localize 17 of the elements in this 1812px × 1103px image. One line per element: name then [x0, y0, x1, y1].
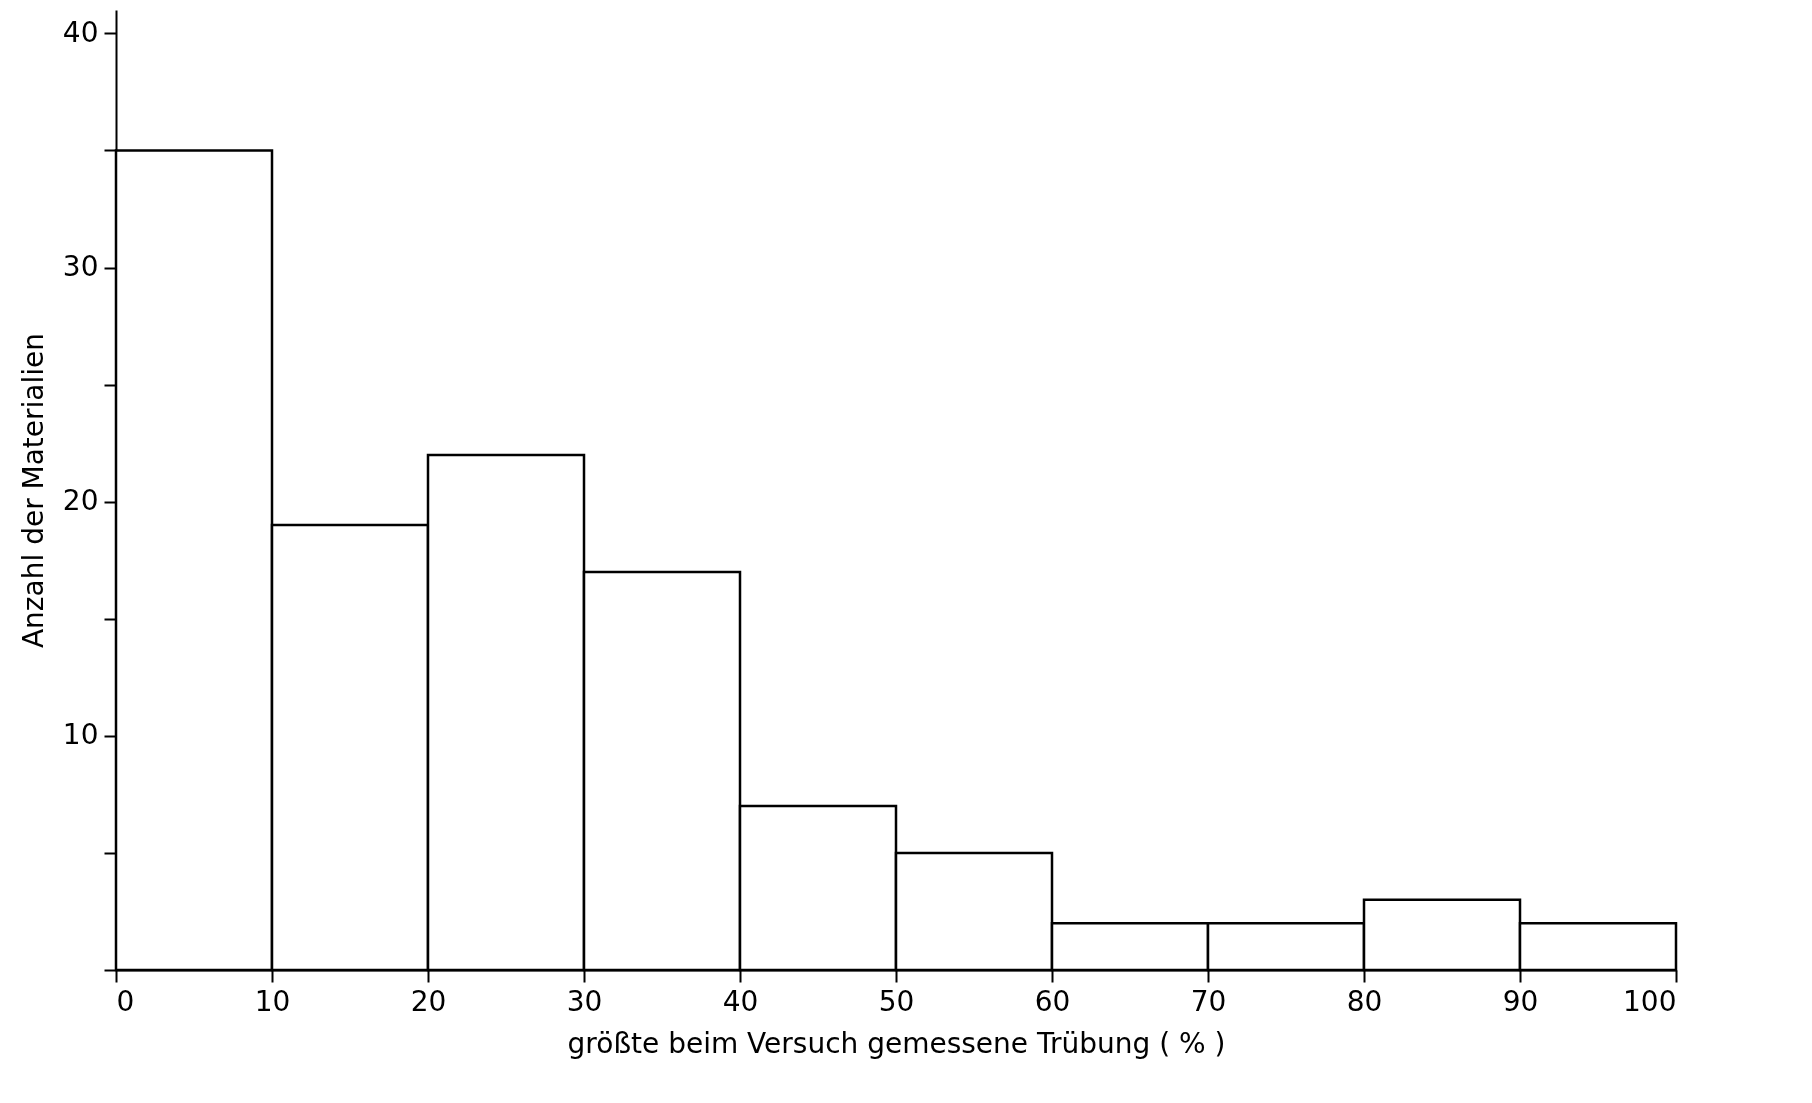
y-tick-label: 40 — [62, 15, 99, 49]
y-axis-title: Anzahl der Materialien — [16, 332, 50, 649]
y-tick-label: 20 — [62, 484, 99, 518]
x-tick-label: 30 — [566, 984, 603, 1018]
x-tick-label: 90 — [1502, 984, 1539, 1018]
x-tick-label: 100 — [1623, 984, 1677, 1018]
x-tick-label: 50 — [878, 984, 915, 1018]
x-tick-label: 20 — [410, 984, 447, 1018]
y-tick-label: 30 — [62, 250, 99, 284]
x-tick-label: 40 — [722, 984, 759, 1018]
x-tick-label: 60 — [1034, 984, 1071, 1018]
x-axis-title: größte beim Versuch gemessene Trübung ( % ) — [567, 1026, 1226, 1060]
x-tick-label: 0 — [116, 984, 135, 1018]
x-tick-label: 70 — [1190, 984, 1227, 1018]
x-tick-label: 10 — [254, 984, 291, 1018]
y-tick-label: 10 — [62, 718, 99, 752]
x-tick-label: 80 — [1346, 984, 1383, 1018]
